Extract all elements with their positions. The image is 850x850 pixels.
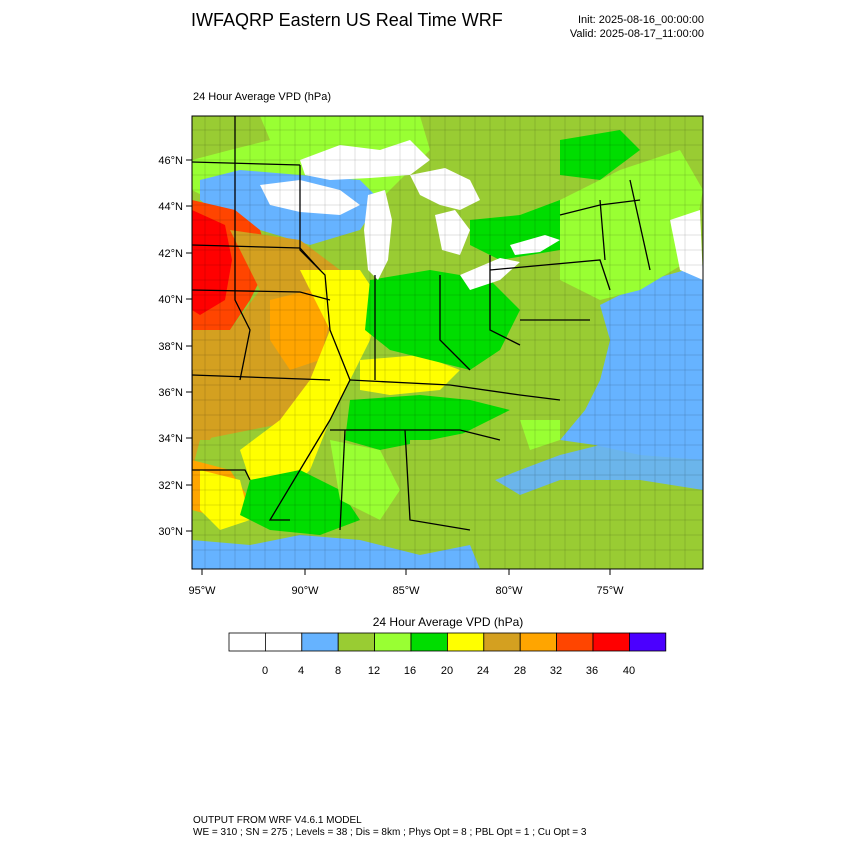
lat-tick-label: 46°N xyxy=(158,155,183,167)
map-field xyxy=(192,116,703,569)
lat-tick-label: 36°N xyxy=(158,387,183,399)
colorbar-swatch xyxy=(264,632,303,652)
main-title: IWFAQRP Eastern US Real Time WRF xyxy=(191,10,503,30)
colorbar-title: 24 Hour Average VPD (hPa) xyxy=(372,615,524,629)
lon-tick-label: 95°W xyxy=(188,585,216,597)
lat-tick-label: 38°N xyxy=(158,341,183,353)
colorbar-label: 12 xyxy=(368,665,380,677)
colorbar xyxy=(228,632,667,652)
lat-tick-label: 32°N xyxy=(158,480,183,492)
colorbar-label: 36 xyxy=(586,665,598,677)
colorbar-swatch xyxy=(301,632,339,652)
valid-time: Valid: 2025-08-17_11:00:00 xyxy=(569,28,704,40)
colorbar-swatch xyxy=(446,632,485,652)
colorbar-swatch xyxy=(519,632,558,652)
lat-tick-label: 44°N xyxy=(158,201,183,213)
colorbar-label: 4 xyxy=(298,665,304,677)
colorbar-label: 32 xyxy=(550,665,562,677)
colorbar-swatch xyxy=(374,632,412,652)
colorbar-swatch xyxy=(592,632,630,652)
model-info-line2: WE = 310 ; SN = 275 ; Levels = 38 ; Dis … xyxy=(193,827,587,838)
colorbar-label: 16 xyxy=(404,665,416,677)
lon-tick-label: 80°W xyxy=(495,585,523,597)
colorbar-swatch xyxy=(410,632,448,652)
lon-tick-label: 75°W xyxy=(596,585,624,597)
lat-tick-label: 40°N xyxy=(158,294,183,306)
colorbar-swatch xyxy=(337,632,376,652)
colorbar-swatch xyxy=(483,632,521,652)
lon-axis xyxy=(201,569,611,575)
colorbar-label: 20 xyxy=(441,665,453,677)
colorbar-label: 28 xyxy=(514,665,526,677)
lat-tick-label: 34°N xyxy=(158,433,183,445)
colorbar-label: 24 xyxy=(477,665,489,677)
lat-tick-label: 42°N xyxy=(158,248,183,260)
init-time: Init: 2025-08-16_00:00:00 xyxy=(578,14,704,26)
map-frame xyxy=(191,115,704,570)
colorbar-label: 40 xyxy=(623,665,635,677)
lon-tick-label: 90°W xyxy=(291,585,319,597)
field-label: 24 Hour Average VPD (hPa) xyxy=(193,91,331,103)
colorbar-swatch xyxy=(629,632,667,652)
colorbar-label: 8 xyxy=(335,665,341,677)
colorbar-label: 0 xyxy=(262,665,268,677)
colorbar-swatch xyxy=(228,632,266,652)
state-boundaries xyxy=(192,116,651,531)
lat-axis xyxy=(186,159,192,532)
lat-tick-label: 30°N xyxy=(158,526,183,538)
colorbar-swatch xyxy=(556,632,594,652)
model-info-line1: OUTPUT FROM WRF V4.6.1 MODEL xyxy=(193,815,362,826)
colorbar-labels: 0 4 8 12 16 20 24 28 32 36 40 xyxy=(262,665,635,677)
lon-tick-label: 85°W xyxy=(392,585,420,597)
